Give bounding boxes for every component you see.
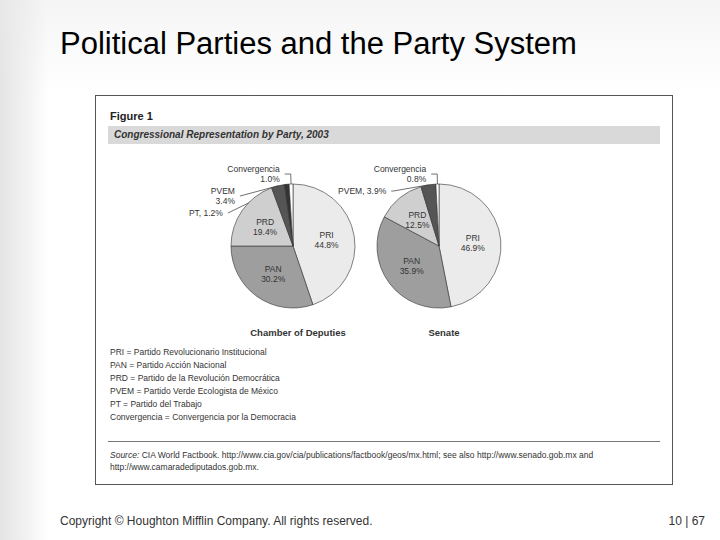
- svg-text:Convergencia: Convergencia: [227, 164, 280, 174]
- svg-text:PT, 1.2%: PT, 1.2%: [189, 208, 223, 218]
- html-text:Congressional Representation b: Congressional Representation by Party, 2…: [114, 129, 329, 140]
- svg-text:30.2%: 30.2%: [261, 274, 286, 284]
- svg-text:Convergencia: Convergencia: [374, 164, 427, 174]
- svg-text:46.9%: 46.9%: [461, 243, 486, 253]
- svg-text:PAN: PAN: [265, 264, 282, 274]
- svg-text:PRD: PRD: [408, 210, 426, 220]
- svg-text:1.0%: 1.0%: [260, 174, 280, 184]
- svg-text:0.8%: 0.8%: [407, 174, 427, 184]
- svg-text:3.4%: 3.4%: [216, 196, 236, 206]
- svg-text:PRI: PRI: [319, 230, 333, 240]
- html-text:Copyright © Houghton Mifflin C: Copyright © Houghton Mifflin Company. Al…: [60, 514, 373, 528]
- svg-text:19.4%: 19.4%: [253, 227, 278, 237]
- html-text:Source: CIA World Factbook. ht: Source: CIA World Factbook. http://www.c…: [110, 450, 594, 472]
- html-text:PRI = Partido Revolucionario I: PRI = Partido Revolucionario Institucion…: [110, 347, 267, 357]
- svg-text:Senate: Senate: [428, 327, 459, 338]
- html-text:PT = Partido del Trabajo: PT = Partido del Trabajo: [110, 399, 202, 409]
- html-text:10 | 67: 10 | 67: [668, 514, 705, 528]
- svg-text:PAN: PAN: [403, 256, 420, 266]
- svg-text:PVEM, 3.9%: PVEM, 3.9%: [338, 186, 387, 196]
- svg-text:44.8%: 44.8%: [314, 240, 339, 250]
- svg-text:PRI: PRI: [466, 233, 480, 243]
- svg-text:PRD: PRD: [256, 217, 274, 227]
- html-text:Convergencia = Convergencia po: Convergencia = Convergencia por la Democ…: [110, 412, 296, 422]
- html-text:PVEM = Partido Verde Ecologist: PVEM = Partido Verde Ecologista de Méxic…: [110, 386, 278, 396]
- svg-text:PVEM: PVEM: [211, 186, 235, 196]
- html-text:Political Parties and the Part: Political Parties and the Party System: [60, 26, 577, 61]
- html-text:Figure 1: Figure 1: [110, 110, 153, 122]
- html-text:PAN = Partido Acción Nacional: PAN = Partido Acción Nacional: [110, 360, 227, 370]
- html-text:PRD = Partido de la Revolución: PRD = Partido de la Revolución Democráti…: [110, 373, 280, 383]
- svg-text:35.9%: 35.9%: [400, 266, 425, 276]
- svg-text:Chamber of Deputies: Chamber of Deputies: [250, 327, 346, 338]
- svg-text:12.5%: 12.5%: [405, 220, 430, 230]
